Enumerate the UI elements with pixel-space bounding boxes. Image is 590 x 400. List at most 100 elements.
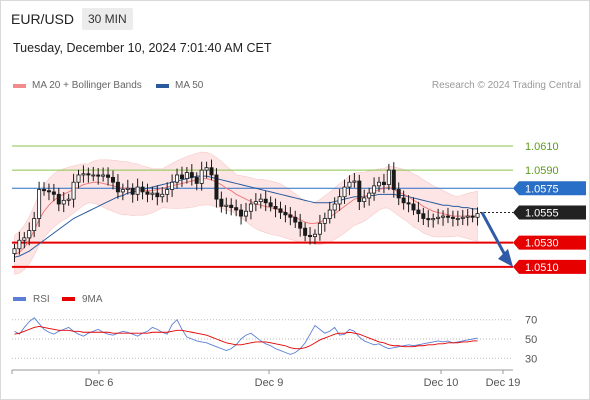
candle-body (381, 181, 386, 186)
candle-body (135, 186, 140, 195)
candle-body (243, 210, 248, 217)
candle-body (421, 213, 426, 219)
candle-body (450, 216, 455, 219)
osc-legend-RSI: RSI (33, 294, 50, 305)
candle-body (273, 206, 278, 210)
candle-body (37, 189, 42, 219)
candle-body (27, 230, 32, 239)
candle-body (175, 174, 180, 183)
candle-body (125, 187, 130, 190)
chart-header: EUR/USD 30 MIN (0, 0, 590, 37)
credit-text: Research © 2024 Trading Central (431, 80, 581, 91)
candle-body (248, 203, 253, 212)
candle-body (441, 215, 446, 218)
level-label-1.0575: 1.0575 (525, 183, 559, 195)
candle-body (71, 181, 76, 200)
candle-body (475, 213, 480, 218)
candle-body (312, 233, 317, 238)
candle-body (130, 187, 135, 195)
candle-body (61, 199, 66, 205)
current-price-label: 1.0555 (525, 207, 559, 219)
current-price-tag (513, 205, 586, 220)
candle-body (308, 235, 313, 238)
candle-body (253, 201, 258, 205)
candle-body (337, 196, 342, 205)
legend-ma50: MA 50 (156, 80, 203, 91)
candle-body (460, 216, 465, 219)
candle-body (81, 173, 86, 176)
level-label-1.0510: 1.0510 (525, 262, 559, 274)
candle-body (268, 202, 273, 207)
candle-body (194, 176, 199, 184)
x-tick-label-Dec-9: Dec 9 (255, 377, 284, 389)
candle-body (66, 198, 71, 201)
level-tag-1.0530 (513, 235, 586, 250)
candle-body (160, 193, 165, 198)
ma9-line (14, 326, 478, 350)
candle-body (110, 176, 115, 183)
legend-ma50-label: MA 50 (175, 80, 204, 91)
candle-body (263, 198, 268, 204)
legend-ma20: MA 20 + Bollinger Bands (13, 80, 142, 91)
candle-body (288, 214, 293, 218)
candle-body (347, 181, 352, 188)
candle-body (465, 215, 470, 218)
candle-body (199, 169, 204, 184)
osc-tick-50: 50 (525, 334, 537, 346)
candle-body (303, 227, 308, 236)
candle-body (179, 174, 184, 179)
projection-arrow-head (498, 248, 513, 267)
candle-body (51, 191, 56, 195)
candle-body (204, 167, 209, 171)
candle-body (91, 174, 96, 177)
candle-body (150, 192, 155, 195)
candle-body (396, 189, 401, 199)
ma20-swatch (13, 83, 26, 88)
timestamp: Tuesday, December 10, 2024 7:01:40 AM CE… (13, 41, 272, 55)
candle-body (332, 203, 337, 211)
legend-ma20-label: MA 20 + Bollinger Bands (32, 80, 142, 91)
projection-arrow-shaft (480, 211, 508, 258)
candle-body (155, 192, 160, 198)
candle-body (209, 167, 214, 176)
candle-body (145, 191, 150, 195)
candle-body (120, 189, 125, 193)
candle-body (96, 174, 101, 177)
candle-body (12, 248, 17, 254)
candle-body (372, 185, 377, 194)
candle-body (234, 207, 239, 211)
symbol-title: EUR/USD (11, 11, 75, 27)
candle-body (406, 202, 411, 205)
candle-body (445, 215, 450, 218)
candle-body (455, 218, 460, 220)
level-label-1.0610: 1.0610 (525, 141, 559, 153)
candle-body (170, 181, 175, 190)
candle-body (106, 174, 111, 178)
candle-body (32, 218, 37, 231)
candle-body (391, 169, 396, 190)
level-tag-1.0575 (513, 181, 586, 196)
timeframe-button[interactable]: 30 MIN (82, 8, 133, 30)
candle-body (56, 193, 61, 205)
candle-body (140, 186, 145, 193)
candle-body (342, 186, 347, 198)
candle-body (283, 212, 288, 216)
candle-body (416, 209, 421, 215)
candle-body (377, 181, 382, 187)
candle-body (165, 189, 170, 195)
candle-body (426, 218, 431, 221)
candle-body (86, 173, 91, 176)
x-tick-label-Dec-10: Dec 10 (424, 377, 459, 389)
candle-body (352, 180, 357, 183)
candle-body (22, 237, 27, 241)
osc-legend-swatch-RSI (13, 297, 26, 301)
candle-body (278, 208, 283, 213)
candle-body (115, 181, 120, 193)
candle-body (401, 197, 406, 204)
osc-tick-30: 30 (525, 353, 537, 365)
candle-body (239, 209, 244, 217)
candle-body (17, 239, 22, 250)
candle-body (219, 198, 224, 207)
osc-legend-swatch-9MA (62, 297, 75, 301)
